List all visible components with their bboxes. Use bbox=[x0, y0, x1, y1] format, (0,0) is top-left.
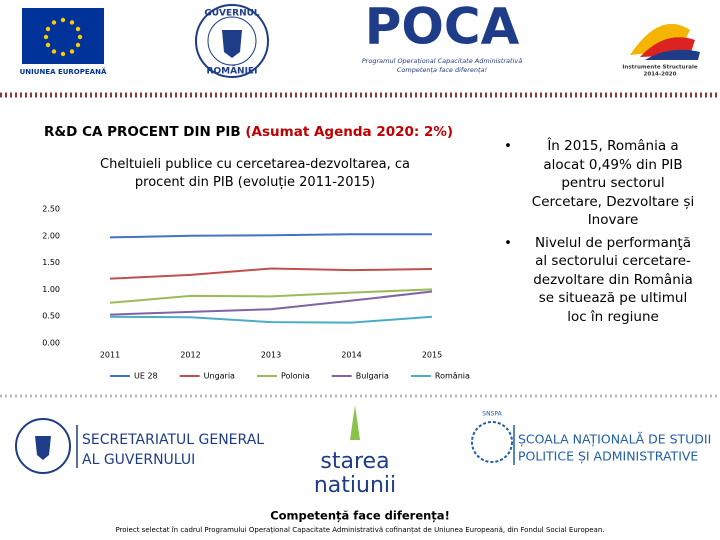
y-tick-label: 1.50 bbox=[42, 258, 60, 267]
series-line bbox=[109, 288, 433, 304]
y-tick-label: 0.00 bbox=[42, 339, 60, 348]
gov-bottom: ROMÂNIEI bbox=[207, 65, 258, 77]
bullet: În 2015, România a alocat 0,49% din PIB … bbox=[498, 137, 698, 230]
x-tick-label: 2013 bbox=[261, 351, 281, 360]
x-tick-label: 2014 bbox=[341, 351, 361, 360]
x-tick-label: 2015 bbox=[422, 351, 442, 360]
starea-leaf bbox=[350, 405, 360, 440]
sgg-2: AL GUVERNULUI bbox=[82, 452, 195, 468]
series-line bbox=[109, 233, 432, 239]
scoala-1: ȘCOALA NAȚIONALĂ DE STUDII bbox=[518, 432, 711, 447]
snspa-logo bbox=[471, 421, 513, 463]
y-tick-label: 2.50 bbox=[42, 205, 60, 214]
slide-title: R&D CA PROCENT DIN PIB (Asumat Agenda 20… bbox=[44, 124, 453, 140]
bullet: Nivelul de performanţă al sectorului cer… bbox=[498, 234, 698, 327]
starea-1: starea bbox=[320, 449, 389, 474]
legend-label: Ungaria bbox=[204, 372, 235, 381]
gov-seal-inner bbox=[207, 16, 257, 66]
gov-seal bbox=[195, 4, 269, 78]
poca-sub: Programul Operațional Capacitate Adminis… bbox=[362, 57, 522, 65]
sgg-crest bbox=[35, 436, 51, 460]
chart-title: Cheltuieli publice cu cercetarea-dezvolt… bbox=[100, 157, 410, 190]
series-line bbox=[109, 315, 433, 324]
poca-logo: POCA bbox=[365, 0, 520, 56]
starea-2: natiunii bbox=[314, 473, 396, 498]
legend-label: Bulgaria bbox=[356, 372, 389, 381]
footer-note: Proiect selectat în cadrul Programului O… bbox=[115, 526, 604, 535]
sgg-1: SECRETARIATUL GENERAL bbox=[82, 432, 264, 448]
sgg-seal bbox=[15, 418, 71, 474]
y-tick-label: 2.00 bbox=[42, 231, 60, 240]
gov-top: GUVERNUL bbox=[204, 9, 260, 19]
eu-stars bbox=[43, 17, 83, 57]
poca-motto: Competența face diferența! bbox=[397, 66, 488, 74]
scoala-2: POLITICE ȘI ADMINISTRATIVE bbox=[518, 449, 698, 464]
snspa-label: SNSPA bbox=[482, 411, 502, 418]
series-line bbox=[109, 290, 433, 316]
legend-label: Polonia bbox=[281, 372, 310, 381]
legend-label: UE 28 bbox=[134, 372, 158, 381]
slide-title-note: (Asumat Agenda 2020: 2%) bbox=[245, 124, 454, 140]
y-tick-label: 1.00 bbox=[42, 285, 60, 294]
is-years: 2014-2020 bbox=[644, 72, 677, 78]
footer-motto: Competență face diferența! bbox=[270, 509, 450, 523]
is-logo-blue bbox=[645, 49, 700, 60]
eu-label: UNIUNEA EUROPEANĂ bbox=[20, 67, 107, 76]
slide-title-main: R&D CA PROCENT DIN PIB bbox=[44, 124, 241, 140]
legend-label: România bbox=[435, 372, 470, 381]
bullet-list: În 2015, România a alocat 0,49% din PIB … bbox=[498, 137, 698, 330]
is-label: Instrumente Structurale bbox=[622, 65, 697, 71]
gov-crest bbox=[222, 30, 242, 58]
x-tick-label: 2011 bbox=[100, 351, 120, 360]
series-line bbox=[109, 267, 433, 280]
y-tick-label: 0.50 bbox=[42, 312, 60, 321]
x-tick-label: 2012 bbox=[180, 351, 200, 360]
